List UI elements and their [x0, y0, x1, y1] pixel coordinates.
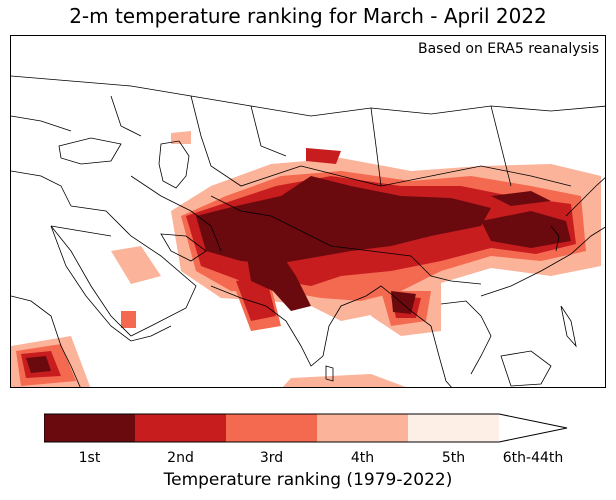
colorbar-tick-label: 5th	[441, 450, 466, 466]
colorbar-segment-1	[44, 414, 135, 442]
colorbar-label: Temperature ranking (1979-2022)	[163, 470, 453, 490]
colorbar-segment-3	[226, 414, 317, 442]
colorbar	[43, 413, 574, 447]
colorbar-tick-label: 6th-44th	[502, 450, 564, 466]
colorbar-graphic	[43, 413, 568, 443]
colorbar-segment-5	[408, 414, 499, 442]
colorbar-tick-label: 4th	[350, 450, 375, 466]
colorbar-outline	[43, 413, 568, 443]
data-source-note: Based on ERA5 reanalysis	[417, 41, 599, 57]
colorbar-tick-label: 1st	[78, 450, 101, 466]
rank1-regions	[26, 176, 571, 373]
map-title: 2-m temperature ranking for March - Apri…	[69, 4, 547, 28]
temperature-ranking-map	[11, 75, 605, 387]
coastlines	[11, 75, 605, 387]
colorbar-tick-label: 2nd	[167, 450, 194, 466]
colorbar-tick-label: 3rd	[259, 450, 284, 466]
map-panel: Based on ERA5 reanalysis	[10, 35, 606, 388]
colorbar-extension-arrow	[499, 414, 567, 442]
colorbar-segment-4	[317, 414, 408, 442]
colorbar-segment-2	[135, 414, 226, 442]
